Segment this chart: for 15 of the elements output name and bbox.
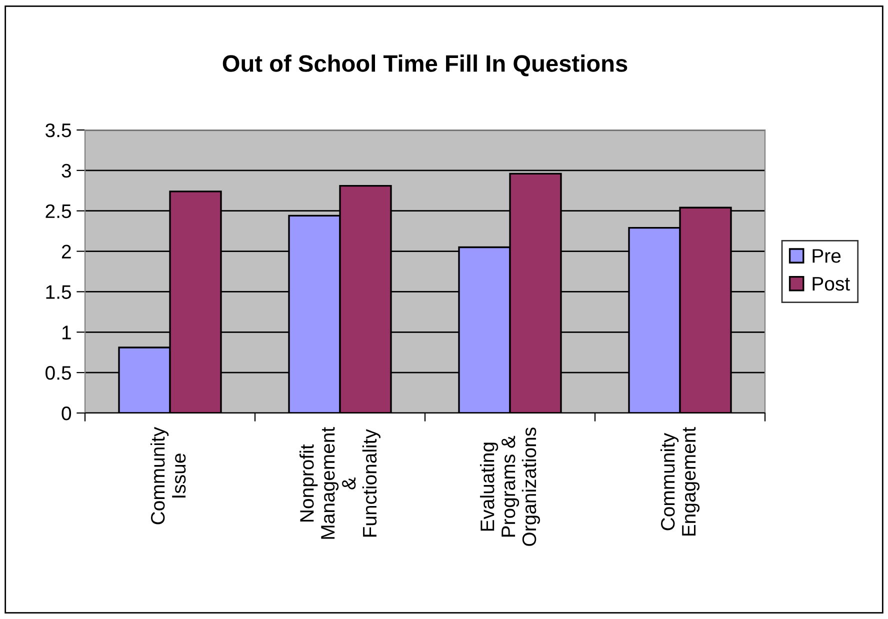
legend-label: Post	[812, 277, 850, 291]
y-tick-label: 0	[62, 406, 72, 420]
y-tick-label: 3.5	[46, 123, 71, 138]
legend-label: Pre	[812, 249, 841, 263]
x-tick-label: Community Engagement	[660, 427, 700, 536]
y-tick-label: 2	[62, 244, 71, 258]
y-tick-label: 3	[62, 164, 71, 178]
x-tick-label: Evaluating Programs & Organizations	[480, 428, 540, 546]
x-tick-label: Nonprofit Management & Functionality	[300, 427, 380, 539]
y-tick-label: 0.5	[46, 366, 71, 380]
chart-title: Out of School Time Fill In Questions	[222, 54, 628, 76]
y-tick-label: 1	[62, 326, 71, 340]
y-tick-label: 1.5	[46, 285, 71, 299]
x-tick-label: Community Issue	[150, 426, 186, 524]
y-tick-label: 2.5	[46, 204, 71, 218]
